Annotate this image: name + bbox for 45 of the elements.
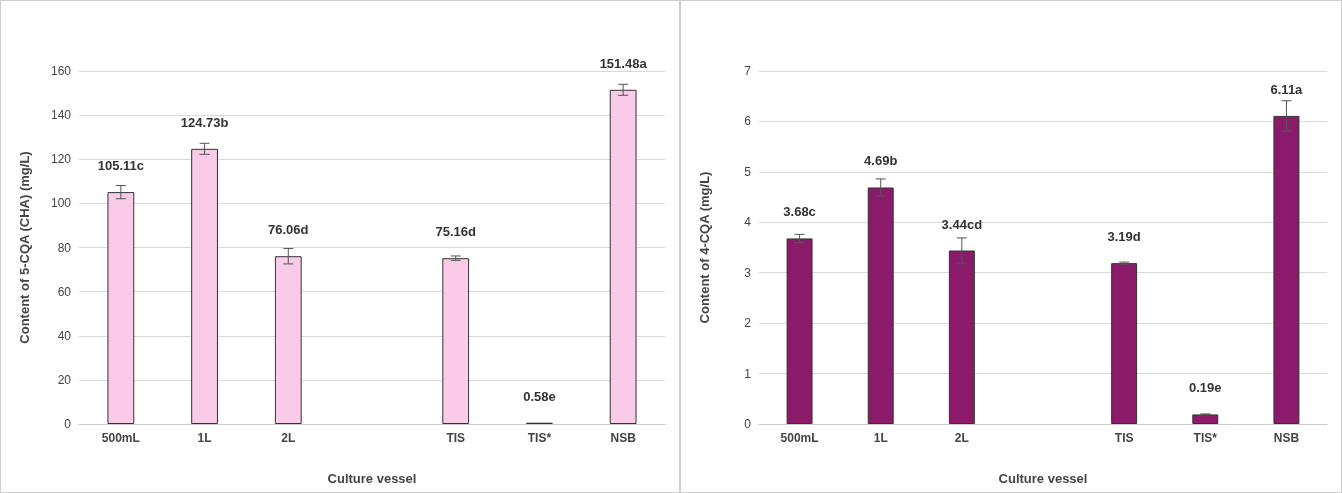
y-tick-label: 6	[744, 114, 752, 129]
y-tick-label: 0	[64, 417, 72, 431]
data-label: 4.69b	[864, 153, 898, 169]
y-tick-label: 60	[57, 284, 72, 299]
y-tick-label: 120	[50, 152, 72, 167]
y-tick-label: 100	[50, 196, 72, 211]
x-axis-title: Culture vessel	[998, 471, 1088, 486]
x-tick-label: TIS*	[527, 431, 552, 445]
data-label: 75.16d	[435, 224, 476, 240]
x-tick-label: TIS*	[1193, 431, 1218, 445]
x-tick-label: 2L	[954, 431, 969, 445]
x-tick-label: 1L	[197, 431, 212, 445]
y-tick-label: 40	[57, 328, 72, 343]
y-tick-label: 5	[744, 164, 752, 179]
data-label: 0.58e	[523, 388, 556, 404]
y-tick-label: 80	[57, 240, 72, 255]
y-tick-label: 3	[744, 265, 752, 280]
data-label: 3.19d	[1107, 229, 1141, 245]
data-label: 3.44cd	[941, 216, 983, 232]
y-tick-label: 160	[50, 64, 72, 78]
y-tick-label: 140	[50, 108, 72, 123]
x-tick-label: TIS	[1114, 431, 1134, 445]
y-tick-label: 1	[744, 366, 752, 381]
y-tick-label: 0	[744, 417, 752, 431]
x-tick-label: 1L	[873, 431, 888, 445]
x-tick-label: 500mL	[101, 431, 140, 445]
x-tick-label: TIS	[446, 431, 466, 445]
x-tick-label: 2L	[281, 431, 296, 445]
data-label: 151.48a	[599, 55, 648, 71]
x-axis-title: Culture vessel	[327, 471, 417, 486]
y-tick-label: 2	[744, 316, 752, 331]
data-label: 0.19e	[1189, 380, 1222, 396]
y-tick-label: 20	[57, 372, 72, 387]
y-tick-label: 4	[744, 215, 752, 230]
x-tick-label: NSB	[610, 431, 637, 445]
x-tick-label: 500mL	[780, 431, 819, 445]
y-axis-title: Content of 4-CQA (mg/L)	[697, 171, 712, 324]
data-label: 124.73b	[180, 114, 229, 130]
data-label: 6.11a	[1270, 81, 1304, 97]
data-label: 76.06d	[268, 222, 309, 238]
y-axis-title: Content of 5-CQA (CHA) (mg/L)	[17, 151, 32, 344]
y-tick-label: 7	[744, 64, 752, 78]
data-label: 105.11c	[97, 158, 144, 174]
data-label: 3.68c	[783, 204, 816, 220]
x-tick-label: NSB	[1273, 431, 1300, 445]
